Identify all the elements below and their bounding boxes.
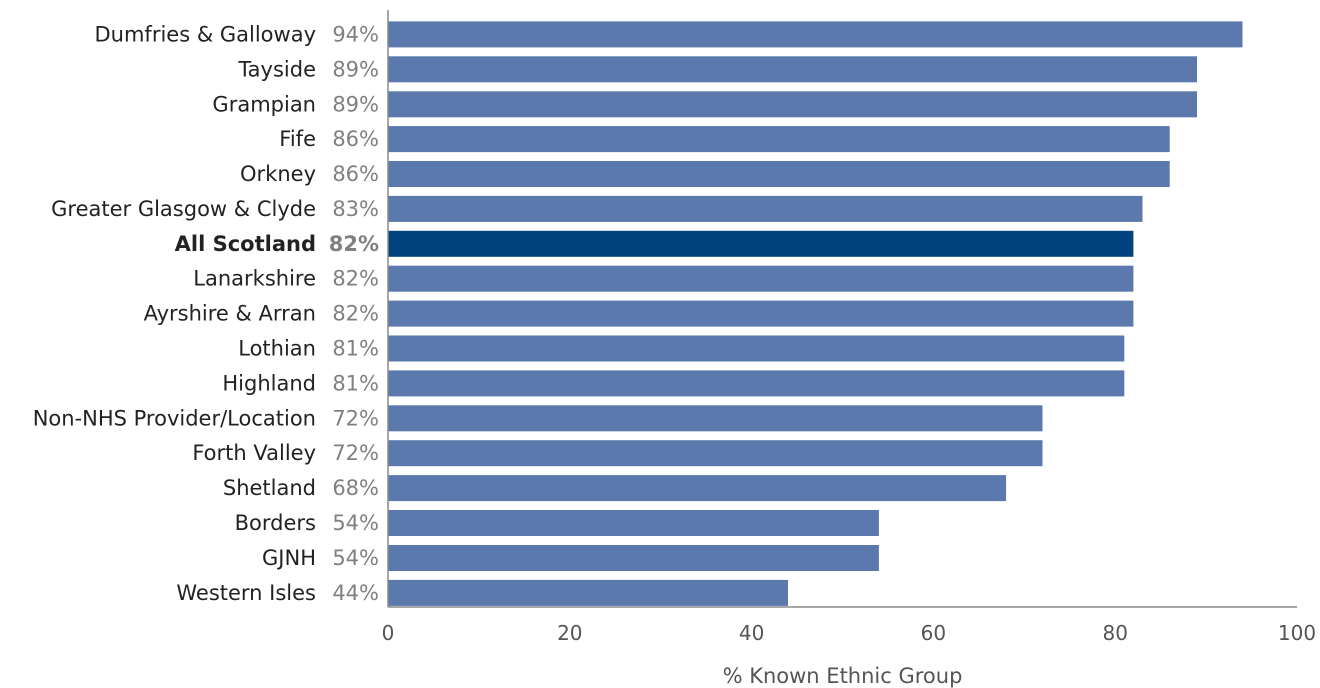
- category-label-borders: Borders: [235, 511, 316, 535]
- value-label-lothian: 81%: [332, 337, 379, 361]
- value-label-non-nhs-provider-location: 72%: [332, 406, 379, 430]
- bar-greater-glasgow-and-clyde: [388, 195, 1143, 222]
- bar-all-scotland: [388, 230, 1134, 257]
- bar-orkney: [388, 161, 1170, 187]
- value-label-highland: 81%: [332, 371, 379, 395]
- category-label-grampian: Grampian: [212, 92, 316, 116]
- category-label-forth-valley: Forth Valley: [192, 441, 316, 465]
- category-label-lothian: Lothian: [238, 337, 316, 361]
- category-label-greater-glasgow-and-clyde: Greater Glasgow & Clyde: [51, 197, 316, 221]
- bar-non-nhs-provider-location: [388, 405, 1043, 432]
- category-label-dumfries-and-galloway: Dumfries & Galloway: [94, 23, 316, 47]
- value-label-gjnh: 54%: [332, 546, 379, 570]
- category-label-shetland: Shetland: [223, 476, 316, 500]
- category-label-highland: Highland: [222, 371, 316, 395]
- bar-grampian: [388, 91, 1197, 118]
- x-tick-label-40: 40: [739, 621, 764, 645]
- bar-dumfries-and-galloway: [388, 21, 1243, 48]
- bar-tayside: [388, 56, 1197, 83]
- category-label-all-scotland: All Scotland: [175, 232, 316, 256]
- labels-group: 94% Dumfries & Galloway 89% Tayside 89% Gramp…: [33, 23, 379, 605]
- category-label-gjnh: GJNH: [262, 546, 316, 570]
- value-label-fife: 86%: [332, 127, 379, 151]
- x-tick-label-80: 80: [1102, 621, 1127, 645]
- value-label-grampian: 89%: [332, 92, 379, 116]
- x-tick-label-20: 20: [557, 621, 582, 645]
- bar-gjnh: [388, 545, 879, 571]
- bar-lothian: [388, 335, 1125, 362]
- bar-fife: [388, 126, 1170, 153]
- value-label-greater-glasgow-and-clyde: 83%: [332, 197, 379, 221]
- value-label-all-scotland: 82%: [329, 232, 379, 256]
- category-label-western-isles: Western Isles: [176, 581, 316, 605]
- x-ticks-group: 0 20 40 60 80 100: [382, 621, 1316, 645]
- value-label-dumfries-and-galloway: 94%: [332, 23, 379, 47]
- value-label-ayrshire-and-arran: 82%: [332, 302, 379, 326]
- bars-group: [388, 21, 1243, 606]
- category-label-non-nhs-provider-location: Non-NHS Provider/Location: [33, 406, 316, 430]
- x-tick-label-100: 100: [1278, 621, 1316, 645]
- category-label-ayrshire-and-arran: Ayrshire & Arran: [144, 302, 316, 326]
- x-tick-label-0: 0: [382, 621, 395, 645]
- bar-highland: [388, 370, 1125, 397]
- value-label-forth-valley: 72%: [332, 441, 379, 465]
- bar-ayrshire-and-arran: [388, 300, 1134, 327]
- x-axis-title: % Known Ethnic Group: [723, 664, 963, 688]
- bar-western-isles: [388, 579, 788, 606]
- x-tick-label-60: 60: [921, 621, 946, 645]
- value-label-borders: 54%: [332, 511, 379, 535]
- category-label-orkney: Orkney: [240, 162, 316, 186]
- bar-shetland: [388, 475, 1007, 502]
- value-label-lanarkshire: 82%: [332, 267, 379, 291]
- value-label-shetland: 68%: [332, 476, 379, 500]
- value-label-western-isles: 44%: [332, 581, 379, 605]
- bar-lanarkshire: [388, 265, 1134, 292]
- category-label-tayside: Tayside: [237, 57, 316, 81]
- bar-forth-valley: [388, 440, 1043, 467]
- value-label-orkney: 86%: [332, 162, 379, 186]
- category-label-fife: Fife: [279, 127, 316, 151]
- value-label-tayside: 89%: [332, 57, 379, 81]
- category-label-lanarkshire: Lanarkshire: [193, 267, 316, 291]
- bar-borders: [388, 510, 879, 536]
